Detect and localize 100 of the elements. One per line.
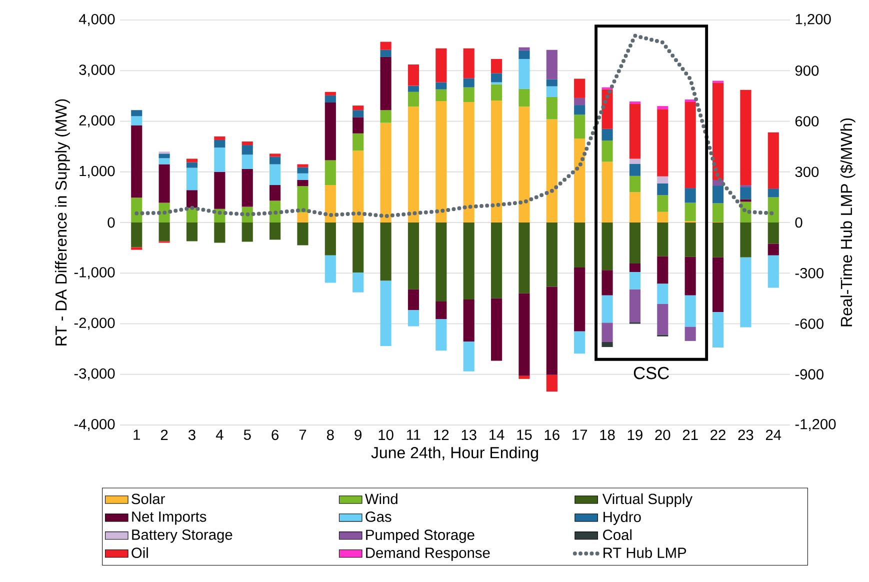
x-tick-label: 17	[572, 430, 588, 440]
bar	[242, 154, 253, 169]
bar	[436, 100, 447, 222]
bar	[740, 222, 752, 258]
x-tick-label: 21	[682, 430, 698, 440]
bar	[352, 272, 364, 292]
y-tick-label: 0	[108, 217, 115, 228]
legend-label: Coal	[603, 529, 632, 540]
y-tick-label: -4,000	[74, 418, 115, 432]
bar	[546, 374, 558, 392]
bar	[270, 154, 281, 157]
y2-axis-title: Real-Time Hub LMP ($/MWh)	[840, 118, 856, 326]
bar	[131, 198, 142, 222]
annotation: CSC	[634, 366, 669, 380]
bar	[436, 319, 447, 351]
y-tick-label: -2,000	[74, 318, 115, 330]
bar	[490, 84, 502, 100]
bar	[242, 141, 253, 146]
bar	[242, 168, 253, 207]
x-tick-label: 6	[272, 430, 278, 440]
bar	[518, 50, 530, 59]
legend-label: Solar	[132, 493, 165, 504]
bar	[436, 222, 447, 302]
bar	[684, 188, 696, 203]
bar	[352, 133, 364, 151]
x-tick-label: 12	[434, 430, 449, 440]
y-tick-label: 2,000	[79, 115, 115, 128]
bar	[546, 86, 558, 97]
bar	[712, 82, 724, 180]
bar	[408, 106, 420, 222]
bar	[657, 284, 668, 304]
bar	[324, 102, 336, 160]
bar	[408, 86, 420, 92]
y-tick-label: -3,000	[74, 368, 115, 380]
bar	[518, 88, 530, 107]
bar	[574, 98, 586, 106]
bar	[297, 212, 308, 222]
bar	[629, 289, 640, 322]
bar	[408, 92, 420, 107]
bar	[657, 256, 668, 284]
bar	[546, 50, 558, 80]
bar	[712, 257, 724, 312]
bar	[657, 106, 668, 110]
legend-label: Hydro	[604, 511, 641, 525]
bar	[131, 222, 142, 248]
bar	[574, 78, 586, 98]
bar	[186, 190, 198, 208]
bar	[740, 90, 752, 186]
x-tick-label: 5	[244, 430, 251, 440]
bar	[740, 257, 752, 328]
x-tick-label: 7	[299, 430, 306, 440]
bar	[186, 162, 198, 168]
bar	[242, 222, 253, 242]
bar	[131, 247, 142, 250]
bar	[214, 148, 226, 172]
bar	[574, 268, 586, 332]
y2-tick-label: 1,200	[796, 14, 831, 26]
bar	[546, 79, 558, 86]
bar	[712, 222, 724, 258]
bar	[518, 58, 530, 89]
x-tick-label: 22	[710, 430, 726, 440]
bar	[214, 172, 226, 209]
bar	[186, 222, 198, 242]
bar	[324, 185, 336, 222]
y2-tick-label: -900	[795, 369, 824, 380]
x-axis-title: June 24th, Hour Ending	[371, 446, 538, 462]
y2-tick-label: -300	[795, 268, 824, 278]
bar	[574, 222, 586, 268]
bar	[768, 244, 779, 256]
bar	[297, 180, 308, 186]
legend-label: Demand Response	[366, 547, 490, 561]
bar	[408, 222, 420, 290]
bar	[352, 110, 364, 118]
bar	[574, 138, 586, 222]
x-tick-label: 24	[766, 430, 782, 440]
bar	[158, 158, 170, 164]
bar	[380, 56, 392, 110]
bar	[657, 222, 668, 256]
bar	[408, 64, 420, 86]
bar	[463, 222, 474, 300]
legend-label: Wind	[364, 493, 398, 504]
x-tick-label: 13	[462, 430, 476, 440]
x-tick-label: 11	[406, 430, 420, 440]
bar	[297, 186, 308, 212]
bar	[684, 202, 696, 221]
bar	[297, 222, 308, 246]
bar	[214, 136, 226, 140]
bar	[186, 158, 198, 162]
bar	[602, 270, 613, 296]
x-tick-label: 16	[544, 430, 560, 440]
bar	[324, 222, 336, 256]
x-tick-label: 1	[134, 430, 140, 440]
line-series	[134, 34, 776, 218]
bar	[602, 222, 613, 270]
bar	[768, 255, 779, 288]
bar	[463, 87, 474, 102]
bar	[518, 376, 530, 379]
bar	[518, 293, 530, 376]
bar	[463, 48, 474, 78]
bar	[324, 160, 336, 186]
